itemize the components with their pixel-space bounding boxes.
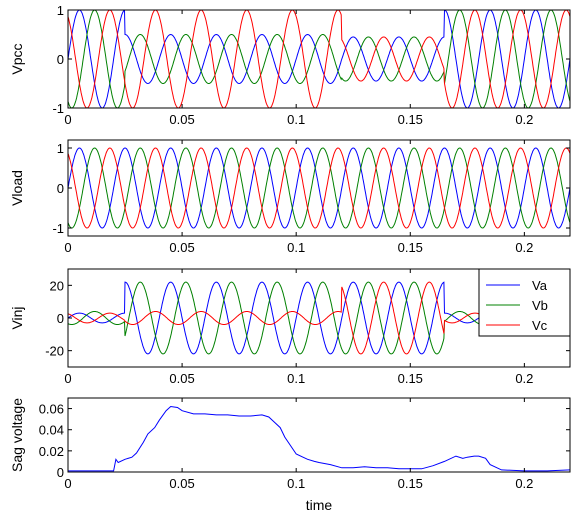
y-tick-label: 0 — [57, 52, 64, 67]
legend-label-vc: Vc — [532, 318, 548, 333]
y-tick-label: 0 — [57, 181, 64, 196]
x-tick-label: 0 — [64, 371, 71, 386]
x-tick-label: 0.2 — [515, 371, 533, 386]
y-axis-label: Vinj — [9, 306, 25, 329]
x-tick-label: 0.1 — [287, 371, 305, 386]
y-tick-label: -1 — [52, 101, 64, 116]
series-line-vc — [68, 10, 570, 108]
series-line-va — [68, 147, 570, 229]
y-tick-label: -1 — [52, 221, 64, 236]
panel-sag-voltage: 0 0.05 0.1 0.15 0.2 0 0.02 0.04 0.06 Sag voltage — [9, 397, 571, 491]
x-tick-label: 0.2 — [515, 476, 533, 491]
y-tick-label: 0 — [57, 311, 64, 326]
series-line-vb — [68, 10, 570, 108]
x-tick-label: 0.15 — [398, 371, 423, 386]
x-tick-label: 0.15 — [398, 240, 423, 255]
x-tick-label: 0.1 — [287, 112, 305, 127]
series-line-vb — [68, 147, 570, 229]
axes-box — [67, 397, 571, 473]
x-tick-label: 0.05 — [169, 112, 194, 127]
x-tick-label: 0.15 — [398, 112, 423, 127]
x-tick-label: 0.1 — [287, 240, 305, 255]
x-tick-label: 0 — [64, 112, 71, 127]
x-tick-label: 0.2 — [515, 240, 533, 255]
series-line-vc — [68, 147, 570, 229]
y-tick-label: 1 — [57, 141, 64, 156]
y-tick-label: 20 — [50, 278, 64, 293]
y-axis-label: Vload — [9, 170, 25, 206]
x-tick-label: 0.05 — [169, 476, 194, 491]
y-tick-label: 1 — [57, 3, 64, 18]
x-tick-label: 0 — [64, 476, 71, 491]
y-tick-label: -20 — [45, 344, 64, 359]
y-tick-label: 0 — [57, 465, 64, 480]
series-line-va — [68, 10, 570, 108]
y-tick-label: 0.06 — [39, 402, 64, 417]
x-tick-label: 0.1 — [287, 476, 305, 491]
y-tick-label: 0.02 — [39, 444, 64, 459]
y-tick-label: 0.04 — [39, 423, 64, 438]
x-axis-label: time — [306, 497, 333, 513]
y-axis-label: Sag voltage — [9, 398, 25, 472]
x-tick-label: 0.05 — [169, 371, 194, 386]
x-tick-label: 0.05 — [169, 240, 194, 255]
series-line-sag-voltage — [68, 405, 570, 472]
y-axis-label: Vpcc — [9, 43, 25, 74]
x-tick-label: 0.2 — [515, 112, 533, 127]
x-tick-label: 0 — [64, 240, 71, 255]
legend-label-va: Va — [532, 278, 548, 293]
legend-box — [478, 268, 571, 337]
x-tick-label: 0.15 — [398, 476, 423, 491]
legend-label-vb: Vb — [532, 298, 548, 313]
legend: Va Vb Vc — [478, 268, 571, 337]
